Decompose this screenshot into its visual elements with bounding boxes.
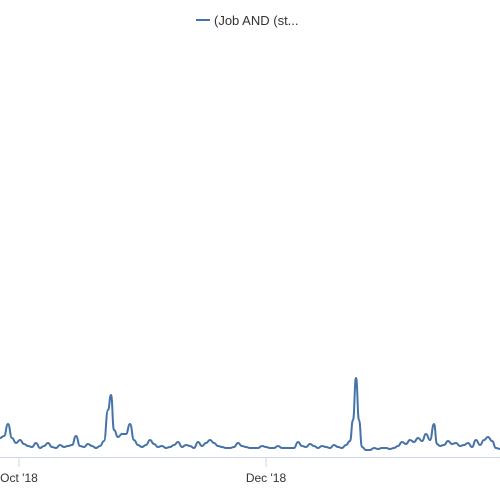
legend-series-label: (Job AND (st...: [214, 13, 299, 28]
legend[interactable]: (Job AND (st...: [196, 13, 299, 28]
x-tick-label-dec-18: Dec '18: [246, 471, 287, 485]
series-line[interactable]: [0, 377, 500, 452]
x-tick-label-oct-18: Oct '18: [0, 471, 38, 485]
x-axis-ticks: [18, 457, 267, 467]
